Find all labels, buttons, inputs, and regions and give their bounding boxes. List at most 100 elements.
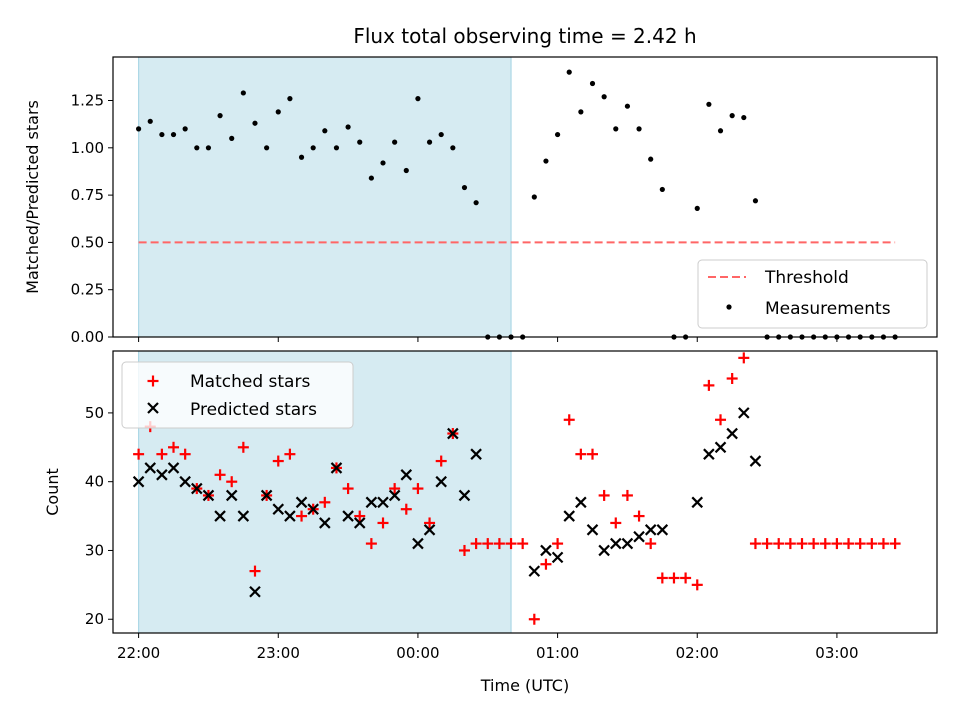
predicted-point [633,530,645,543]
top-axes-frame [112,56,938,338]
x-stroke [551,551,564,564]
x-stroke [435,475,447,488]
matched-point [854,538,866,550]
bottom-y-axis-label: Count [43,468,62,516]
measurement-point [717,128,724,134]
measurement-point [694,205,700,211]
measurement-point [322,128,328,134]
x-tick-label: 00:00 [396,644,439,662]
measurement-point [240,90,246,96]
matched-point [843,538,855,550]
matched-point [435,455,447,467]
predicted-point [423,524,436,536]
predicted-point [412,537,424,550]
matched-point [866,538,878,550]
measurement-point [741,114,747,121]
predicted-point [260,489,273,502]
x-tick-label: 02:00 [676,644,719,662]
x-stroke [470,448,482,460]
x-stroke [202,489,215,502]
x-stroke [423,524,436,536]
y-tick-label: 1.25 [71,92,104,110]
x-stroke [738,407,750,419]
matched-point [156,448,168,460]
x-stroke [610,537,622,550]
matched-point [587,448,599,460]
matched-point [819,538,831,550]
matched-point [645,538,657,550]
measurement-point [531,194,537,200]
predicted-point [551,551,564,564]
predicted-point [377,496,389,509]
measurement-point [706,101,712,107]
measurement-point [403,167,409,174]
matched-point [877,538,889,550]
predicted-point [249,585,261,598]
x-stroke [726,427,738,440]
measurement-point [182,126,188,132]
y-tick-label: 30 [85,541,104,559]
measurement-point [426,139,433,145]
predicted-point [191,482,203,495]
matched-point [168,441,180,453]
measurement-point [229,135,235,141]
matched-point [482,538,494,550]
x-tick-label: 03:00 [815,644,858,662]
legend-matched-label: Matched stars [190,372,310,392]
measurement-point [357,139,363,145]
legend-measurements-label: Measurements [765,299,891,319]
predicted-point [388,489,401,502]
matched-point [424,517,436,529]
matched-point [656,572,668,584]
matched-point [796,538,808,550]
matched-point [691,579,703,591]
legend-box [121,361,354,429]
predicted-point [644,524,657,536]
x-stroke [563,510,576,522]
y-tick-label: 40 [85,473,104,491]
measurement-point [298,154,305,160]
predicted-point [738,407,750,419]
predicted-point [703,448,715,460]
measurement-point [170,131,177,138]
matched-point [738,352,750,364]
measurement-point [613,126,619,132]
x-stroke [714,441,727,454]
x-stroke [400,469,413,481]
x-stroke [458,489,471,502]
shade-band [138,57,512,337]
measurement-point [729,113,735,119]
legend-threshold-label: Threshold [764,268,849,288]
predicted-point [319,517,331,529]
predicted-point [400,469,413,481]
x-stroke [249,585,261,598]
x-stroke [598,544,610,557]
predicted-point [691,496,704,509]
predicted-point [726,427,738,440]
legend-box [697,259,928,329]
matched-point [668,572,680,584]
matched-point [598,489,610,501]
bottom-x-axis-ticks: 22:00 23:00 00:00 01:00 02:00 03:00 [117,633,859,662]
x-stroke [703,448,715,460]
predicted-point [353,517,366,529]
matched-point [726,373,738,385]
predicted-point [435,475,447,488]
matched-point [237,441,249,453]
x-stroke [633,530,645,543]
predicted-point [575,496,587,509]
predicted-point [621,537,634,550]
measurement-point [287,96,293,102]
x-stroke [237,510,250,522]
x-stroke [330,462,343,474]
predicted-point [563,510,576,522]
matched-point [505,538,517,550]
legend-predicted-swatch [147,402,159,414]
predicted-point [365,496,378,509]
matched-point [179,448,191,460]
y-tick-label: 0.25 [71,281,104,299]
predicted-point [132,475,145,488]
predicted-point [458,489,471,502]
